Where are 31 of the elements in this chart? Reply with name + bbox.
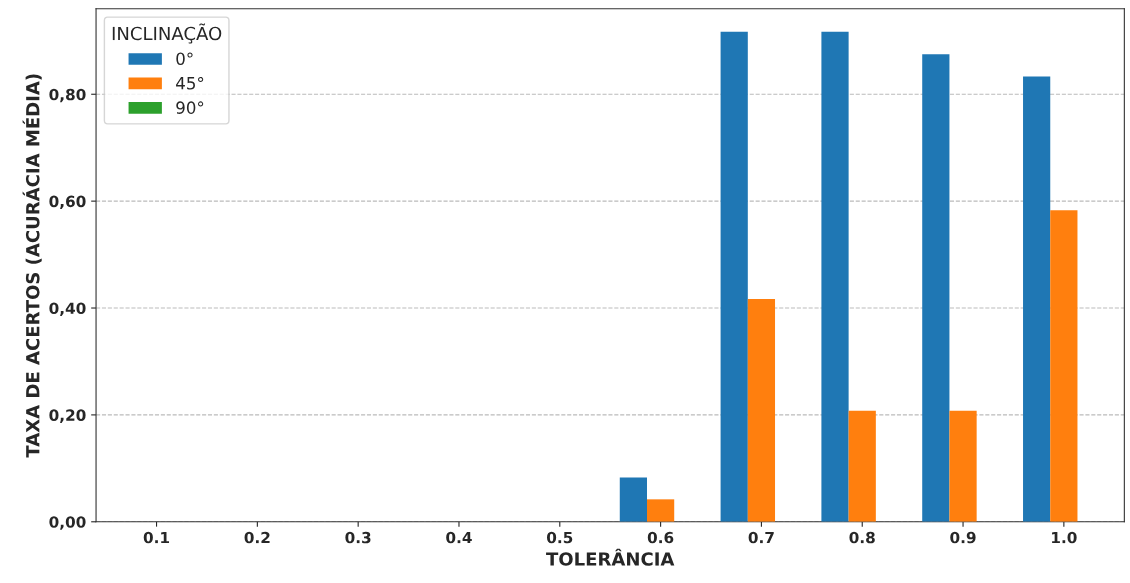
bar [619, 477, 647, 522]
y-tick-label: 0,40 [49, 302, 86, 316]
x-tick-label: 0.5 [546, 531, 573, 544]
y-tick-label: 0,20 [49, 409, 86, 423]
bar [747, 298, 776, 522]
x-axis-title: TOLERÂNCIA [546, 548, 675, 566]
y-tick-label: 0,80 [49, 88, 86, 103]
x-tick-label: 0.6 [647, 531, 674, 544]
x-tick-label: 0.9 [950, 531, 976, 544]
bar [949, 410, 977, 522]
x-tick-label: 0.2 [244, 531, 270, 544]
x-tick-label: 0.7 [748, 531, 774, 544]
x-tick-label: 0.4 [446, 531, 472, 544]
bar [720, 31, 748, 522]
legend-label: 45° [176, 76, 204, 90]
legend-label: 90° [176, 101, 204, 114]
bar [647, 499, 675, 522]
bar [1023, 76, 1051, 522]
bar [848, 410, 876, 522]
legend-label: 0° [176, 52, 193, 66]
x-tick-label: 0.8 [849, 531, 875, 544]
x-tick-label: 0.3 [345, 531, 371, 544]
bar [1050, 210, 1078, 522]
y-tick-label: 0,00 [49, 516, 86, 530]
bar [821, 31, 849, 522]
legend-title: INCLINAÇÃO [112, 23, 222, 44]
x-tick-label: 1.0 [1052, 531, 1077, 544]
y-tick-label: 0,60 [49, 195, 86, 210]
x-tick-label: 0.1 [143, 531, 170, 544]
bar [922, 54, 950, 522]
y-axis-title: TAXA DE ACERTOS (ACURÁCIA MÉDIA) [22, 74, 42, 458]
